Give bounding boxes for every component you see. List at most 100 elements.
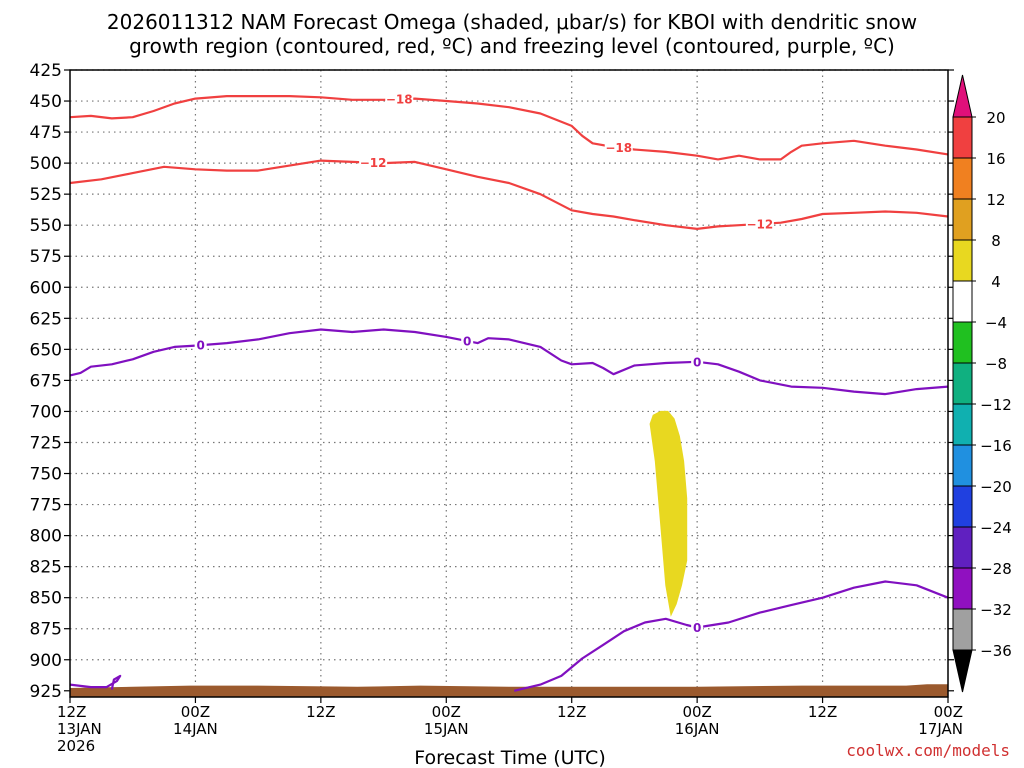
x-tick-label: 12Z xyxy=(808,703,837,721)
x-tick-label: 00Z xyxy=(432,703,461,721)
colorbar-swatch xyxy=(952,198,973,241)
colorbar-swatch xyxy=(952,280,973,323)
colorbar-label: −20 xyxy=(980,478,1012,496)
colorbar-label: 4 xyxy=(991,273,1001,291)
y-tick-label: 700 xyxy=(30,402,62,422)
contour-line xyxy=(69,159,949,230)
y-tick-label: 875 xyxy=(30,620,62,640)
contour-label-bg xyxy=(461,334,474,349)
contour-line xyxy=(69,674,122,690)
x-tick-label: 00Z xyxy=(934,703,963,721)
x-tick-label: 16JAN xyxy=(675,720,720,738)
colorbar-top-arrow xyxy=(952,74,973,118)
gridlines xyxy=(70,69,948,697)
contour-label: 0 xyxy=(463,335,471,349)
x-tick-label: 2026 xyxy=(57,737,95,755)
y-tick-label: 450 xyxy=(30,92,62,112)
contour-label: 0 xyxy=(196,339,204,353)
colorbar-swatch xyxy=(952,526,973,569)
colorbar-swatch xyxy=(952,116,973,159)
contour-line xyxy=(69,328,949,396)
contour-label: −12 xyxy=(746,217,773,231)
chart-title-line2: growth region (contoured, red, ºC) and f… xyxy=(129,34,895,58)
y-tick-label: 725 xyxy=(30,433,62,453)
x-tick-label: 17JAN xyxy=(918,720,963,738)
colorbar-swatch xyxy=(952,157,973,200)
colorbar-label: −36 xyxy=(980,642,1012,660)
colorbar-swatch xyxy=(952,321,973,364)
y-axis-ticks: 425 450 475 500 525 550 575 600 625 650 675 700 725 7… xyxy=(30,61,954,702)
y-tick-label: 475 xyxy=(30,123,62,143)
contour-label-bg xyxy=(745,216,774,231)
terrain-fill xyxy=(70,684,948,697)
x-tick-label: 00Z xyxy=(682,703,711,721)
x-tick-label: 14JAN xyxy=(173,720,218,738)
colorbar-swatch xyxy=(952,608,973,651)
terrain-area xyxy=(70,684,948,697)
contour-label-bg xyxy=(194,338,207,353)
contour-label-bg xyxy=(359,155,388,170)
contour-labels: −18 −18 −12 −12 0 0 0 0 xyxy=(194,92,774,635)
x-tick-label: 13JAN xyxy=(57,720,102,738)
x-tick-label: 15JAN xyxy=(424,720,469,738)
colorbar: 20 16 12 8 4 −4 −8 −12 −16 −20 −24 −28 −32 −36 xyxy=(952,74,1012,693)
y-tick-label: 850 xyxy=(30,589,62,609)
contour-label-bg xyxy=(691,354,704,369)
x-tick-label: 00Z xyxy=(181,703,210,721)
colorbar-swatch xyxy=(952,362,973,405)
x-tick-label: 12Z xyxy=(57,703,86,721)
colorbar-swatch xyxy=(952,567,973,610)
colorbar-label: −28 xyxy=(980,560,1012,578)
y-tick-label: 625 xyxy=(30,309,62,329)
y-tick-label: 775 xyxy=(30,496,62,516)
colorbar-label: −8 xyxy=(985,355,1007,373)
colorbar-label: 16 xyxy=(986,150,1005,168)
y-tick-label: 550 xyxy=(30,216,62,236)
chart-title-line1: 2026011312 NAM Forecast Omega (shaded, μ… xyxy=(107,10,917,34)
plot-frame xyxy=(69,69,949,698)
y-tick-label: 675 xyxy=(30,371,62,391)
contour-label-bg xyxy=(385,92,414,107)
colorbar-swatch xyxy=(952,485,973,528)
y-tick-label: 575 xyxy=(30,247,62,267)
contour-line xyxy=(69,94,949,161)
contour-lines xyxy=(69,94,949,692)
colorbar-swatch xyxy=(952,403,973,446)
contour-label: −12 xyxy=(360,156,387,170)
colorbar-swatch xyxy=(952,239,973,282)
colorbar-label: −32 xyxy=(980,601,1012,619)
y-tick-label: 650 xyxy=(30,340,62,360)
y-tick-label: 900 xyxy=(30,651,62,671)
contour-label: 0 xyxy=(693,621,701,635)
y-tick-label: 800 xyxy=(30,527,62,547)
colorbar-label: 20 xyxy=(986,109,1005,127)
y-tick-label: 825 xyxy=(30,558,62,578)
x-tick-label: 12Z xyxy=(306,703,335,721)
y-tick-label: 500 xyxy=(30,154,62,174)
omega-shaded-area xyxy=(649,410,688,617)
y-tick-label: 525 xyxy=(30,185,62,205)
x-axis-label: Forecast Time (UTC) xyxy=(414,747,605,768)
colorbar-bottom-arrow xyxy=(952,649,973,693)
omega-shading xyxy=(649,410,688,617)
contour-label-bg xyxy=(604,140,633,155)
colorbar-label: −16 xyxy=(980,437,1012,455)
colorbar-label: −4 xyxy=(985,314,1007,332)
y-tick-label: 750 xyxy=(30,465,62,485)
y-tick-label: 600 xyxy=(30,278,62,298)
contour-label-bg xyxy=(691,620,704,635)
x-tick-label: 12Z xyxy=(557,703,586,721)
contour-label: −18 xyxy=(386,93,413,107)
credit-text: coolwx.com/models xyxy=(846,741,1010,760)
contour-label: 0 xyxy=(693,355,701,369)
colorbar-label: 8 xyxy=(991,232,1001,250)
y-tick-label: 425 xyxy=(30,61,62,81)
colorbar-label: 12 xyxy=(986,191,1005,209)
colorbar-swatch xyxy=(952,444,973,487)
contour-label: −18 xyxy=(605,141,632,155)
y-tick-label: 925 xyxy=(30,682,62,702)
colorbar-label: −12 xyxy=(980,396,1012,414)
colorbar-label: −24 xyxy=(980,519,1012,537)
